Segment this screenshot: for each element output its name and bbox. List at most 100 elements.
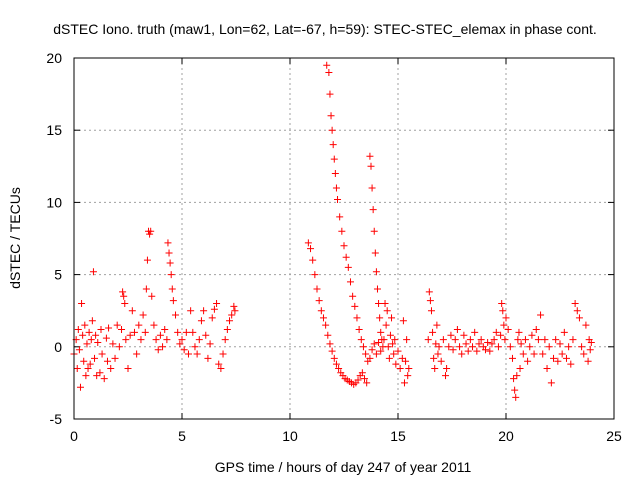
data-point: [541, 336, 549, 344]
data-point: [307, 245, 315, 253]
data-point: [172, 311, 180, 319]
data-point: [326, 90, 334, 98]
data-point: [552, 336, 560, 344]
data-point: [143, 256, 151, 264]
data-point: [462, 340, 470, 348]
data-point: [484, 338, 492, 346]
data-point: [324, 331, 332, 339]
data-point: [545, 343, 553, 351]
data-point: [163, 336, 171, 344]
y-axis-title: dSTEC / TECUs: [7, 187, 23, 289]
data-point: [443, 364, 451, 372]
data-point: [587, 338, 595, 346]
data-point: [206, 340, 214, 348]
data-point: [519, 350, 527, 358]
data-point: [79, 331, 87, 339]
data-point: [373, 285, 381, 293]
data-point: [368, 184, 376, 192]
data-point: [504, 325, 512, 333]
data-point: [385, 354, 393, 362]
data-point: [351, 302, 359, 310]
data-point: [304, 239, 312, 247]
data-point: [184, 350, 192, 358]
data-point: [346, 278, 354, 286]
data-point: [427, 307, 435, 315]
data-point: [336, 213, 344, 221]
data-point: [113, 321, 121, 329]
data-point: [161, 325, 169, 333]
data-point: [189, 328, 197, 336]
data-point: [86, 360, 94, 368]
data-point: [315, 297, 323, 305]
data-point: [433, 321, 441, 329]
data-point: [103, 357, 111, 365]
data-point: [398, 354, 406, 362]
data-point: [204, 354, 212, 362]
data-point: [82, 372, 90, 380]
data-point: [202, 331, 210, 339]
data-point: [118, 325, 126, 333]
data-point: [367, 162, 375, 170]
data-point: [514, 336, 522, 344]
data-point: [456, 343, 464, 351]
data-point: [329, 141, 337, 149]
data-point: [327, 112, 335, 120]
data-point: [213, 299, 221, 307]
x-tick-label: 0: [70, 428, 78, 444]
data-point: [550, 354, 558, 362]
data-point: [442, 372, 450, 380]
data-point: [328, 347, 336, 355]
data-point: [83, 340, 91, 348]
data-point: [400, 379, 408, 387]
data-point: [195, 336, 203, 344]
data-point: [191, 343, 199, 351]
data-point: [547, 379, 555, 387]
data-point: [437, 357, 445, 365]
data-point: [217, 364, 225, 372]
data-point: [340, 242, 348, 250]
data-point: [376, 314, 384, 322]
data-point: [512, 393, 520, 401]
data-point: [91, 354, 99, 362]
data-point: [124, 364, 132, 372]
data-point: [154, 346, 162, 354]
y-tick-label: 20: [46, 50, 62, 66]
data-point: [334, 196, 342, 204]
data-point: [135, 321, 143, 329]
data-point: [363, 379, 371, 387]
data-point: [193, 350, 201, 358]
data-point: [332, 360, 340, 368]
axis-ticks: 0 5 10 15 20 25 -5 0 5 10 15 20: [46, 50, 622, 444]
data-point: [142, 285, 150, 293]
data-point: [580, 350, 588, 358]
data-point: [176, 340, 184, 348]
data-point: [313, 285, 321, 293]
data-point: [357, 336, 365, 344]
data-point: [565, 343, 573, 351]
data-point: [208, 314, 216, 322]
data-point: [223, 325, 231, 333]
data-point: [486, 347, 494, 355]
data-point: [499, 307, 507, 315]
data-point: [197, 317, 205, 325]
data-point: [584, 357, 592, 365]
x-tick-label: 5: [178, 428, 186, 444]
data-point: [368, 346, 376, 354]
data-point: [391, 336, 399, 344]
data-point: [76, 383, 84, 391]
data-point: [543, 364, 551, 372]
data-point: [372, 268, 380, 276]
data-point: [105, 324, 113, 332]
data-point: [164, 239, 172, 247]
data-point: [554, 357, 562, 365]
data-point: [96, 369, 104, 377]
data-point: [370, 340, 378, 348]
data-point: [111, 354, 119, 362]
data-point: [449, 346, 457, 354]
data-point: [375, 299, 383, 307]
data-point: [309, 256, 317, 264]
data-point: [359, 343, 367, 351]
data-point: [500, 321, 508, 329]
grid-lines: [74, 58, 614, 419]
x-axis-title: GPS time / hours of day 247 of year 2011: [215, 459, 472, 475]
